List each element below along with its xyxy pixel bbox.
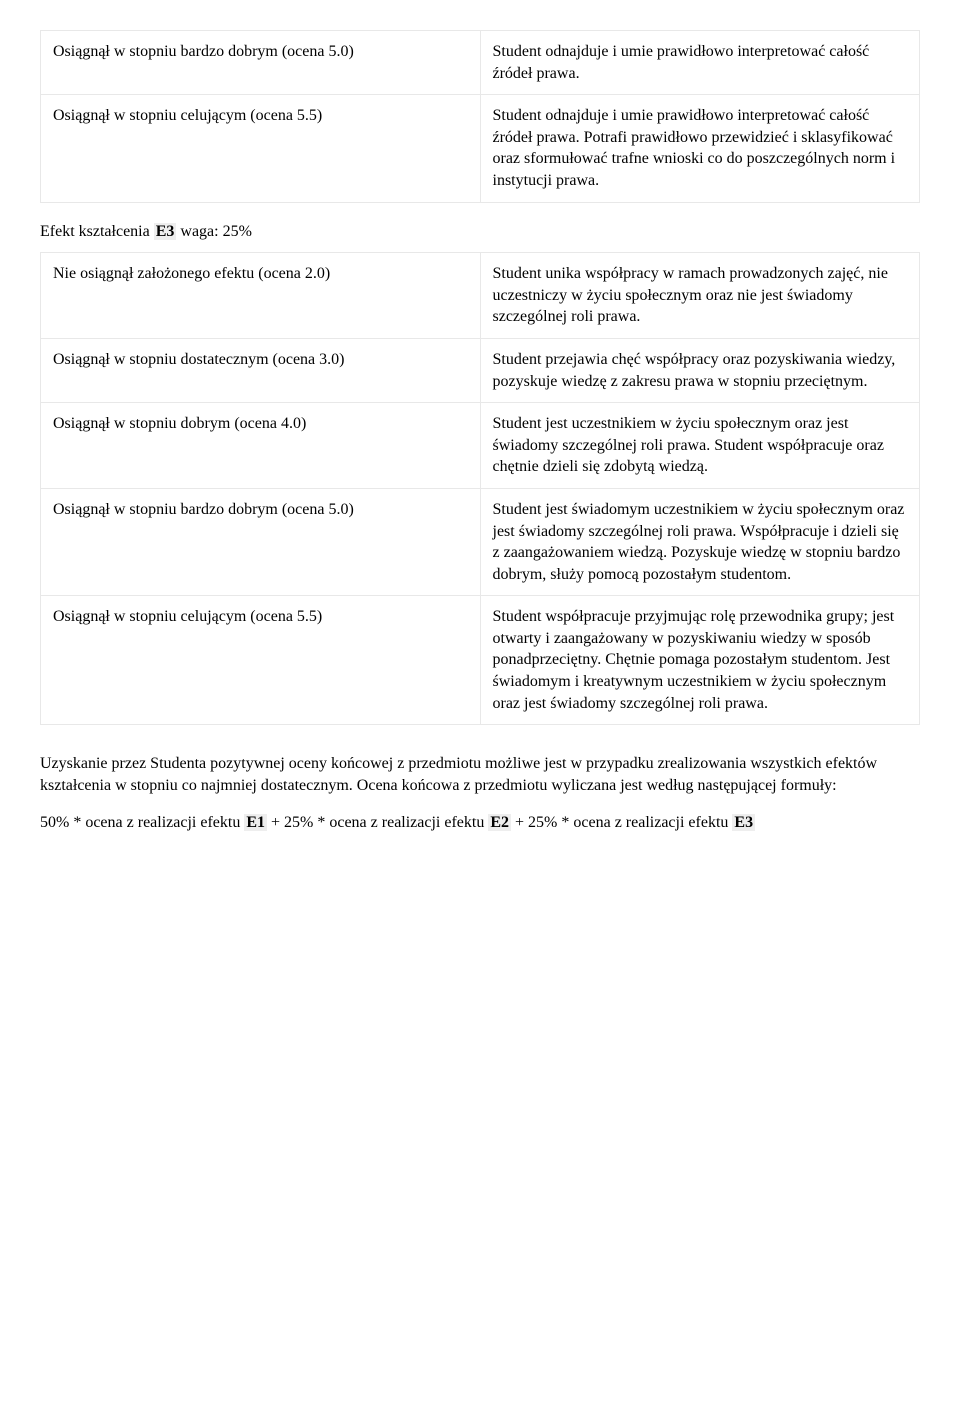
grade-level-cell: Osiągnął w stopniu bardzo dobrym (ocena … [41, 488, 481, 595]
grade-description-cell: Student współpracuje przyjmując rolę prz… [480, 596, 920, 725]
grade-description-cell: Student unika współpracy w ramach prowad… [480, 253, 920, 339]
grade-level-cell: Osiągnął w stopniu dostatecznym (ocena 3… [41, 338, 481, 402]
grade-description-cell: Student przejawia chęć współpracy oraz p… [480, 338, 920, 402]
formula-part: 50% * ocena z realizacji efektu [40, 814, 244, 831]
grade-level-cell: Osiągnął w stopniu celującym (ocena 5.5) [41, 95, 481, 202]
section-header-prefix: Efekt kształcenia [40, 223, 154, 240]
grade-level-cell: Osiągnął w stopniu bardzo dobrym (ocena … [41, 31, 481, 95]
grade-description-cell: Student odnajduje i umie prawidłowo inte… [480, 31, 920, 95]
grade-level-cell: Osiągnął w stopniu dobrym (ocena 4.0) [41, 403, 481, 489]
table-row: Osiągnął w stopniu celującym (ocena 5.5)… [41, 95, 920, 202]
formula-line: 50% * ocena z realizacji efektu E1 + 25%… [40, 812, 920, 834]
formula-part: + 25% * ocena z realizacji efektu [267, 814, 488, 831]
table-row: Osiągnął w stopniu dobrym (ocena 4.0) St… [41, 403, 920, 489]
table-row: Nie osiągnął założonego efektu (ocena 2.… [41, 253, 920, 339]
grade-description-cell: Student jest uczestnikiem w życiu społec… [480, 403, 920, 489]
grading-table-1: Osiągnął w stopniu bardzo dobrym (ocena … [40, 30, 920, 203]
grade-description-cell: Student jest świadomym uczestnikiem w ży… [480, 488, 920, 595]
section-header: Efekt kształcenia E3 waga: 25% [40, 221, 920, 243]
grade-description-cell: Student odnajduje i umie prawidłowo inte… [480, 95, 920, 202]
closing-paragraph: Uzyskanie przez Studenta pozytywnej ocen… [40, 753, 920, 796]
table-row: Osiągnął w stopniu dostatecznym (ocena 3… [41, 338, 920, 402]
table-row: Osiągnął w stopniu bardzo dobrym (ocena … [41, 488, 920, 595]
table-row: Osiągnął w stopniu bardzo dobrym (ocena … [41, 31, 920, 95]
formula-code-e1: E1 [244, 814, 267, 831]
section-header-code: E3 [154, 223, 177, 240]
grading-table-2: Nie osiągnął założonego efektu (ocena 2.… [40, 252, 920, 725]
formula-code-e3: E3 [732, 814, 755, 831]
table-row: Osiągnął w stopniu celującym (ocena 5.5)… [41, 596, 920, 725]
formula-part: + 25% * ocena z realizacji efektu [511, 814, 732, 831]
grade-level-cell: Nie osiągnął założonego efektu (ocena 2.… [41, 253, 481, 339]
section-header-suffix: waga: 25% [176, 223, 252, 240]
formula-code-e2: E2 [488, 814, 511, 831]
grade-level-cell: Osiągnął w stopniu celującym (ocena 5.5) [41, 596, 481, 725]
